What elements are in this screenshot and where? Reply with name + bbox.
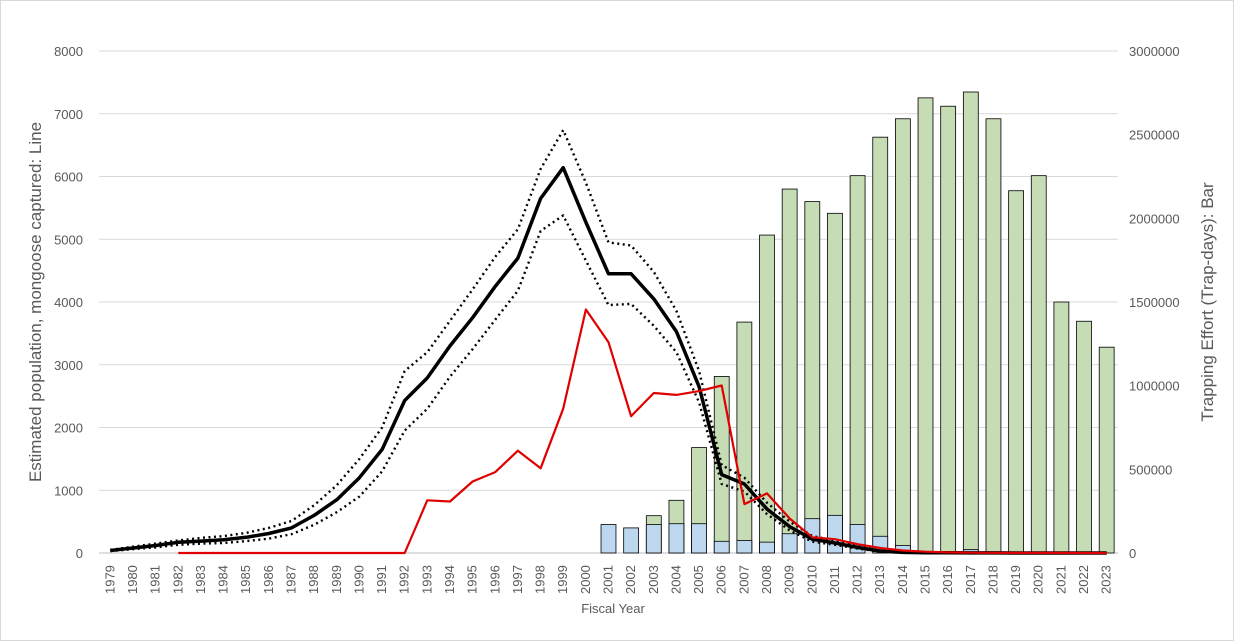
series-line	[110, 214, 1107, 555]
x-tick-label: 2013	[872, 565, 887, 594]
bar	[781, 533, 798, 554]
x-tick-label: 2012	[850, 565, 865, 594]
x-tick-label: 1998	[533, 565, 548, 594]
x-tick-label: 1982	[170, 565, 185, 594]
x-tick-label: 2020	[1031, 565, 1046, 594]
left-axis-ticks: 0 1000 2000 3000 4000 5000 6000 7000 8000	[54, 44, 83, 561]
x-tick-label: 1983	[193, 565, 208, 594]
x-tick-label: 2022	[1076, 565, 1091, 594]
x-tick-label: 1987	[283, 565, 298, 594]
y-right-tick-label: 1500000	[1129, 295, 1180, 310]
x-tick-label: 1991	[374, 565, 389, 594]
x-tick-label: 1996	[487, 565, 502, 594]
x-tick-label: 1989	[329, 565, 344, 594]
x-tick-label: 1995	[465, 565, 480, 594]
x-tick-label: 2008	[759, 565, 774, 594]
y-right-tick-label: 500000	[1129, 462, 1172, 477]
bar	[849, 175, 866, 554]
x-tick-label: 2000	[578, 565, 593, 594]
x-tick-label: 1999	[555, 565, 570, 594]
x-tick-label: 2004	[668, 565, 683, 594]
y-tick-label: 3000	[54, 358, 83, 373]
bar	[645, 524, 662, 554]
x-axis-title: Fiscal Year	[581, 601, 645, 616]
x-axis-ticks: 1979 1980 1981 1982 1983 1984 1985 1986 1987 1988…	[102, 565, 1113, 594]
bar	[668, 523, 685, 554]
bar	[940, 105, 957, 554]
x-tick-label: 1990	[351, 565, 366, 594]
x-tick-label: 2005	[691, 565, 706, 594]
y-tick-label: 5000	[54, 232, 83, 247]
x-tick-label: 2018	[985, 565, 1000, 594]
x-tick-label: 1979	[102, 565, 117, 594]
bar	[962, 91, 979, 554]
bar-series	[600, 91, 1115, 554]
bar	[1076, 320, 1092, 554]
y-tick-label: 0	[76, 546, 83, 561]
x-tick-label: 1993	[419, 565, 434, 594]
bar	[781, 188, 798, 554]
series-line	[110, 165, 1107, 555]
x-tick-label: 2002	[623, 565, 638, 594]
x-tick-label: 1980	[125, 565, 140, 594]
bar	[985, 118, 1002, 554]
bar	[804, 201, 821, 554]
x-tick-label: 1994	[442, 565, 457, 594]
bar	[827, 212, 843, 554]
x-tick-label: 2015	[918, 565, 933, 594]
x-tick-label: 1981	[148, 565, 163, 594]
x-tick-label: 1985	[238, 565, 253, 594]
x-tick-label: 2011	[827, 566, 842, 594]
x-tick-label: 1984	[216, 565, 231, 594]
y-right-tick-label: 0	[1129, 546, 1136, 561]
bar	[917, 97, 934, 554]
bar	[736, 321, 753, 554]
x-tick-label: 2019	[1008, 565, 1023, 594]
x-tick-label: 2017	[963, 565, 978, 594]
x-tick-label: 2021	[1053, 565, 1068, 594]
y-tick-label: 4000	[54, 295, 83, 310]
bar	[1053, 301, 1070, 554]
bar	[1098, 346, 1115, 554]
y-tick-label: 7000	[54, 107, 83, 122]
y-right-tick-label: 2000000	[1129, 211, 1180, 226]
bar	[759, 541, 775, 554]
x-tick-label: 2001	[601, 565, 616, 594]
x-tick-label: 1988	[306, 565, 321, 594]
bar	[872, 136, 889, 554]
y-right-tick-label: 1000000	[1129, 379, 1180, 394]
y-tick-label: 6000	[54, 170, 83, 185]
bar	[736, 540, 753, 554]
x-tick-label: 2014	[895, 565, 910, 594]
left-axis-title: Estimated population, mongoose captured:…	[26, 122, 45, 482]
y-tick-label: 1000	[54, 483, 83, 498]
right-axis-ticks: 0 500000 1000000 1500000 2000000 2500000 30000…	[1129, 44, 1180, 561]
x-tick-label: 2003	[646, 565, 661, 594]
y-tick-label: 8000	[54, 44, 83, 59]
x-tick-label: 2009	[782, 565, 797, 594]
x-tick-label: 2007	[736, 565, 751, 594]
bar	[1030, 175, 1047, 554]
x-tick-label: 2010	[804, 565, 819, 594]
y-right-tick-label: 2500000	[1129, 128, 1180, 143]
x-tick-label: 2023	[1099, 565, 1114, 594]
y-tick-label: 2000	[54, 421, 83, 436]
bar	[1008, 190, 1024, 554]
x-tick-label: 1986	[261, 565, 276, 594]
x-tick-label: 2016	[940, 565, 955, 594]
bar	[895, 118, 911, 554]
bar	[827, 514, 843, 554]
bar	[623, 527, 640, 554]
line-series	[110, 128, 1107, 555]
bar	[713, 540, 730, 554]
x-tick-label: 2006	[714, 565, 729, 594]
right-axis-title: Trapping Effort (Trap-days): Bar	[1198, 182, 1217, 422]
series-line	[178, 308, 1107, 555]
bar	[691, 523, 707, 554]
bar	[600, 524, 617, 554]
x-tick-label: 1997	[510, 565, 525, 594]
x-tick-label: 1992	[397, 565, 412, 594]
y-right-tick-label: 3000000	[1129, 44, 1180, 59]
